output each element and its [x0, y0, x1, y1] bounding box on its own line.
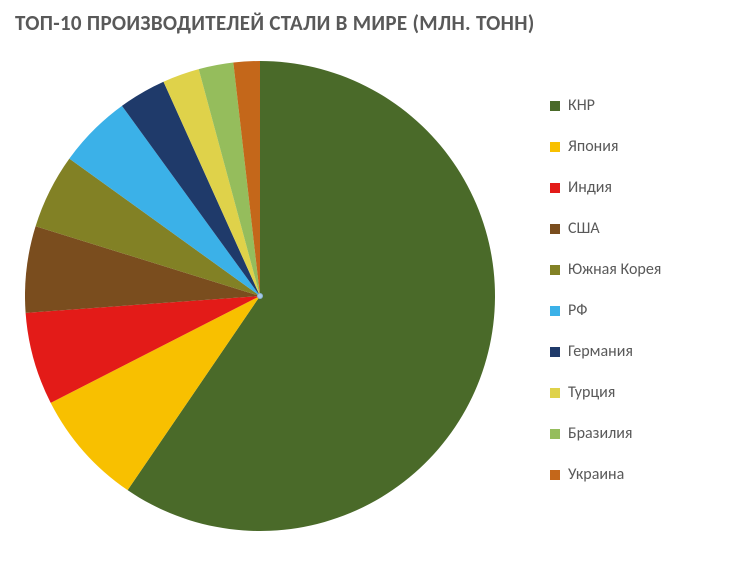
legend-swatch — [550, 429, 560, 439]
pie-center-marker — [257, 293, 263, 299]
legend-item: Украина — [550, 465, 661, 484]
legend-item: США — [550, 219, 661, 238]
chart-title: ТОП-10 ПРОИЗВОДИТЕЛЕЙ СТАЛИ В МИРЕ (МЛН.… — [15, 10, 738, 36]
legend-label: КНР — [568, 96, 595, 115]
legend-swatch — [550, 388, 560, 398]
legend-swatch — [550, 224, 560, 234]
legend-item: Индия — [550, 178, 661, 197]
legend-label: РФ — [568, 301, 587, 320]
legend-swatch — [550, 265, 560, 275]
legend-swatch — [550, 470, 560, 480]
legend-item: Бразилия — [550, 424, 661, 443]
legend-label: Турция — [568, 383, 615, 402]
legend-label: Индия — [568, 178, 612, 197]
legend-swatch — [550, 183, 560, 193]
legend-item: Германия — [550, 342, 661, 361]
legend-item: Япония — [550, 137, 661, 156]
legend-label: Германия — [568, 342, 633, 361]
legend-item: КНР — [550, 96, 661, 115]
legend-swatch — [550, 306, 560, 316]
chart-body: КНР Япония Индия США Южная Корея РФ Германия Ту… — [15, 61, 738, 531]
legend-swatch — [550, 347, 560, 357]
legend-label: Япония — [568, 137, 618, 156]
legend-item: Южная Корея — [550, 260, 661, 279]
legend-item: Турция — [550, 383, 661, 402]
legend-label: Бразилия — [568, 424, 632, 443]
legend-swatch — [550, 142, 560, 152]
legend-label: Украина — [568, 465, 624, 484]
legend-label: США — [568, 219, 600, 238]
legend-label: Южная Корея — [568, 260, 661, 279]
legend: КНР Япония Индия США Южная Корея РФ Германия Ту… — [550, 96, 661, 506]
pie-chart — [25, 61, 495, 531]
legend-item: РФ — [550, 301, 661, 320]
legend-swatch — [550, 101, 560, 111]
chart-container: ТОП-10 ПРОИЗВОДИТЕЛЕЙ СТАЛИ В МИРЕ (МЛН.… — [0, 0, 753, 541]
